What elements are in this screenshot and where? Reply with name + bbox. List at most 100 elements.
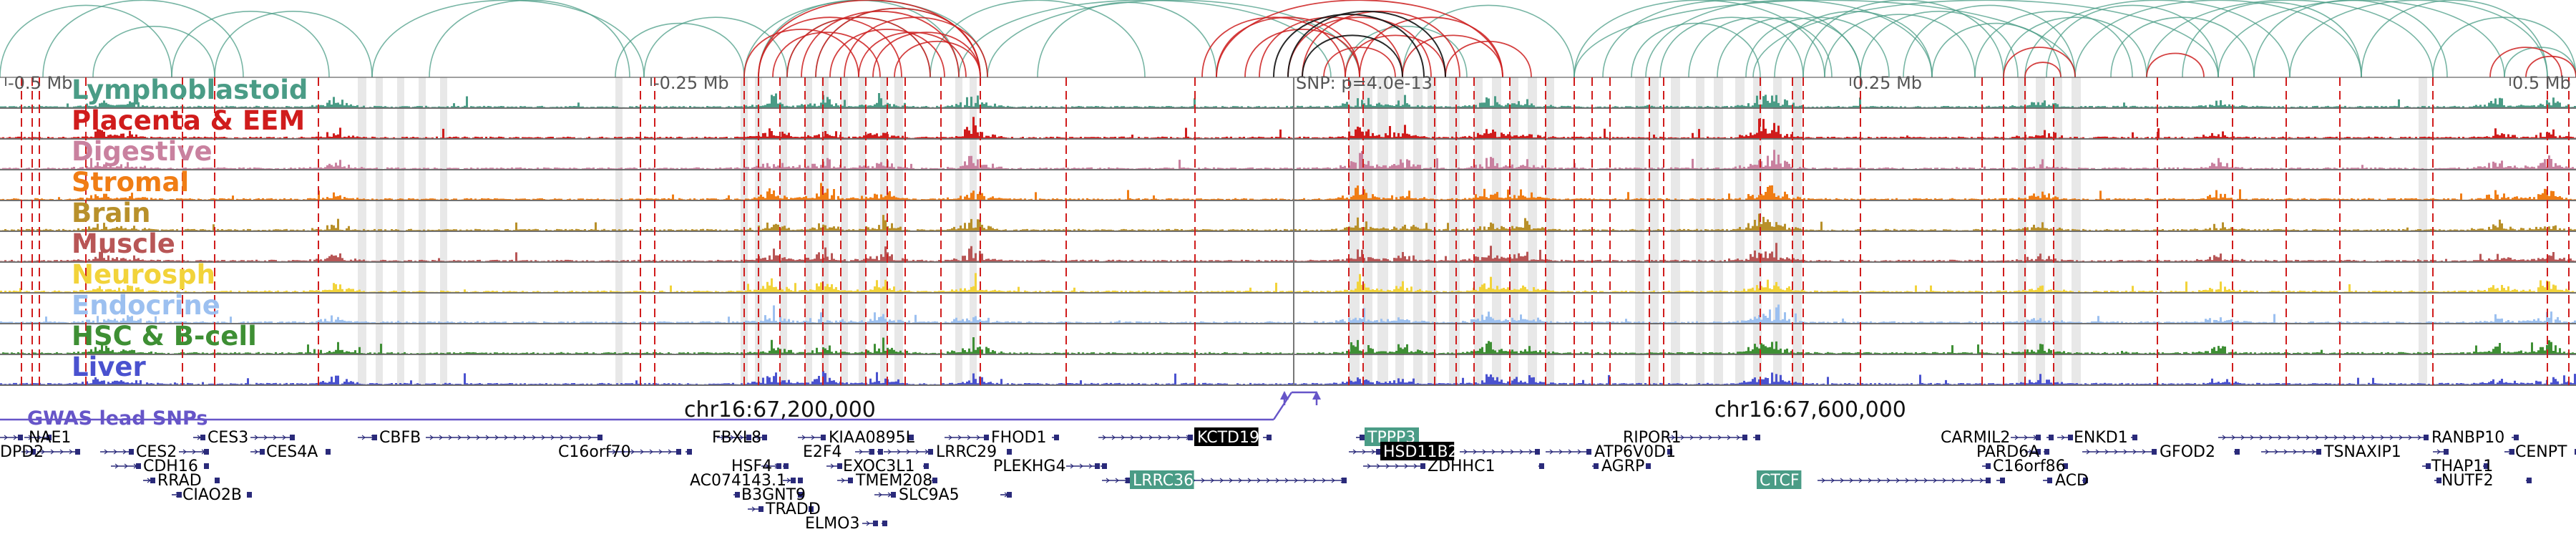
gene-label: GFOD2 bbox=[2160, 443, 2215, 461]
interaction-arc bbox=[2525, 55, 2576, 78]
gene-exon bbox=[798, 478, 803, 483]
gene-strand-arrow bbox=[1886, 478, 1890, 483]
gene-exon bbox=[2036, 435, 2041, 440]
interaction-arc bbox=[2432, 16, 2576, 78]
gene-label: TRADD bbox=[765, 500, 821, 518]
interaction-arc bbox=[1402, 4, 1575, 78]
interaction-arc bbox=[1302, 10, 1460, 78]
interaction-arc bbox=[1860, 11, 2019, 78]
gene-exon bbox=[758, 506, 763, 512]
gene-strand-arrow bbox=[2114, 449, 2118, 455]
gene-exon bbox=[1742, 435, 1747, 440]
gene-strand-arrow bbox=[976, 435, 980, 440]
gene-strand-arrow bbox=[2311, 449, 2316, 455]
gene-strand-arrow bbox=[1210, 478, 1214, 483]
gene-strand-arrow bbox=[1266, 478, 1270, 483]
gene-strand-arrow bbox=[1111, 435, 1116, 440]
gene-exon bbox=[791, 478, 796, 483]
gene-strand-arrow bbox=[182, 449, 187, 455]
gene-exon bbox=[136, 463, 141, 469]
interaction-arc bbox=[2024, 0, 2290, 78]
gene-strand-arrow bbox=[1680, 435, 1684, 440]
interaction-arc bbox=[1659, 16, 1804, 78]
interaction-arc bbox=[1345, 26, 1468, 78]
gene-label: TMEM208 bbox=[855, 472, 932, 490]
gene-strand-arrow bbox=[2278, 435, 2282, 440]
gene-exon bbox=[215, 478, 220, 483]
gene-strand-arrow bbox=[2274, 449, 2278, 455]
gene-strand-arrow bbox=[192, 449, 196, 455]
track-label: Neurosph bbox=[72, 259, 215, 290]
interaction-arc bbox=[92, 26, 215, 78]
gene-label: HSD11B2 bbox=[1383, 443, 1458, 461]
gene-strand-arrow bbox=[13, 435, 17, 440]
track-label: Placenta & EEM bbox=[72, 105, 305, 136]
interaction-arc bbox=[1359, 16, 1503, 78]
gene-label: LRRC36 bbox=[1133, 472, 1194, 490]
interaction-arc bbox=[2182, 1, 2362, 78]
gene-strand-arrow bbox=[2283, 449, 2288, 455]
gene-strand-arrow bbox=[1961, 478, 1965, 483]
gene-strand-arrow bbox=[866, 521, 870, 526]
interaction-arc bbox=[1631, 22, 1761, 78]
gene-exon bbox=[1646, 463, 1651, 469]
gene-exon bbox=[2436, 478, 2441, 483]
gene-label: RRAD bbox=[157, 472, 202, 490]
gene-strand-arrow bbox=[786, 478, 791, 483]
gene-strand-arrow bbox=[2265, 449, 2269, 455]
track-label: Endocrine bbox=[72, 290, 220, 321]
interaction-arc bbox=[2046, 4, 2219, 78]
interaction-arc bbox=[2024, 62, 2062, 78]
gene-strand-arrow bbox=[1371, 449, 1375, 455]
gene-strand-arrow bbox=[1482, 449, 1486, 455]
gene-strand-arrow bbox=[630, 449, 635, 455]
signal-muscle bbox=[0, 243, 2576, 261]
interaction-arc bbox=[1717, 16, 1861, 78]
gene-exon bbox=[687, 449, 692, 455]
gene-label: PARD6A bbox=[1976, 443, 2039, 461]
gene-strand-arrow bbox=[1979, 478, 1984, 483]
gene-exon bbox=[200, 435, 205, 440]
gene-strand-arrow bbox=[649, 449, 653, 455]
track-label: Muscle bbox=[72, 228, 175, 259]
interaction-arc bbox=[1802, 0, 2004, 78]
gene-label: ELMO3 bbox=[805, 515, 859, 533]
gene-strand-arrow bbox=[104, 449, 108, 455]
gene-exon bbox=[2514, 435, 2519, 440]
gene-strand-arrow bbox=[41, 449, 45, 455]
gene-strand-arrow bbox=[2333, 435, 2338, 440]
gene-strand-arrow bbox=[1558, 449, 1563, 455]
gene-strand-arrow bbox=[361, 435, 366, 440]
gene-strand-arrow bbox=[1877, 478, 1881, 483]
gene-strand-arrow bbox=[765, 463, 769, 469]
gene-exon bbox=[247, 492, 252, 498]
gene-strand-arrow bbox=[569, 435, 573, 440]
gene-strand-arrow bbox=[1689, 435, 1694, 440]
gene-strand-arrow bbox=[1830, 478, 1835, 483]
interaction-arc bbox=[872, 32, 981, 78]
gene-strand-arrow bbox=[2343, 435, 2347, 440]
gene-strand-arrow bbox=[1577, 449, 1581, 455]
gene-label: ZDHHC1 bbox=[1428, 458, 1495, 475]
gene-exon bbox=[784, 463, 789, 469]
gene-strand-arrow bbox=[1404, 463, 1408, 469]
interaction-arc bbox=[1931, 22, 2062, 78]
gene-strand-arrow bbox=[811, 435, 815, 440]
gene-exon bbox=[31, 449, 36, 455]
gene-exon bbox=[204, 463, 209, 469]
gene-exon bbox=[1102, 463, 1107, 469]
interaction-arc bbox=[930, 0, 1146, 78]
gene-exon bbox=[928, 449, 933, 455]
gene-strand-arrow bbox=[612, 449, 616, 455]
gene-exon bbox=[150, 478, 155, 483]
interaction-arc bbox=[858, 32, 967, 78]
gene-strand-arrow bbox=[2014, 435, 2019, 440]
gene-strand-arrow bbox=[513, 435, 517, 440]
gene-strand-arrow bbox=[2029, 449, 2033, 455]
gene-strand-arrow bbox=[2240, 435, 2245, 440]
gene-exon bbox=[2063, 463, 2068, 469]
gene-strand-arrow bbox=[897, 449, 901, 455]
gene-label: ATP6V0D1 bbox=[1594, 443, 1676, 461]
interaction-arc bbox=[615, 22, 745, 78]
gene-strand-arrow bbox=[550, 435, 555, 440]
